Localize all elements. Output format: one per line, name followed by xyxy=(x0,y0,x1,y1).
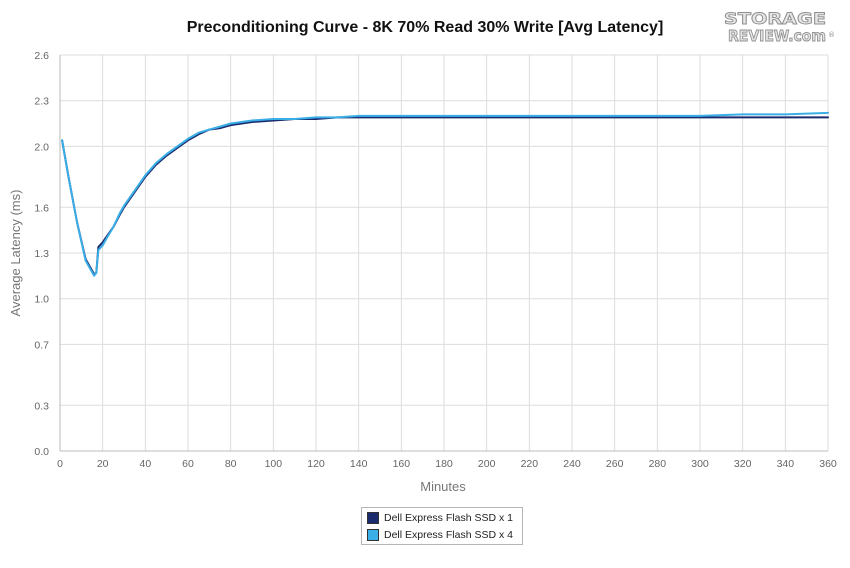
x-tick-label: 0 xyxy=(57,458,63,470)
y-tick-label: 2.6 xyxy=(34,50,49,62)
x-tick-label: 40 xyxy=(139,458,151,470)
y-tick-label: 2.0 xyxy=(34,141,49,153)
x-tick-label: 20 xyxy=(97,458,109,470)
x-tick-label: 320 xyxy=(734,458,752,470)
x-axis-label: Minutes xyxy=(420,479,466,494)
storagereview-logo: STORAGE REVIEW.com ® xyxy=(724,9,835,44)
x-tick-label: 260 xyxy=(606,458,624,470)
grid-lines xyxy=(59,54,829,452)
y-tick-label: 1.6 xyxy=(34,202,49,214)
legend-label: Dell Express Flash SSD x 4 xyxy=(384,529,513,541)
logo-registered-mark: ® xyxy=(828,31,835,39)
chart-title: Preconditioning Curve - 8K 70% Read 30% … xyxy=(186,19,664,36)
logo-line-2: REVIEW.com xyxy=(728,27,826,44)
y-tick-label: 0.3 xyxy=(34,400,49,412)
x-tick-label: 340 xyxy=(777,458,795,470)
x-tick-label: 180 xyxy=(435,458,453,470)
series-line-1 xyxy=(61,116,829,276)
x-tick-label: 220 xyxy=(521,458,539,470)
x-tick-label: 120 xyxy=(307,458,325,470)
legend-item: Dell Express Flash SSD x 1 xyxy=(367,510,513,526)
y-tick-label: 0.0 xyxy=(34,446,49,458)
legend-label: Dell Express Flash SSD x 1 xyxy=(384,512,513,524)
y-tick-label: 0.7 xyxy=(34,339,49,351)
logo-line-1: STORAGE xyxy=(724,9,826,28)
x-tick-label: 300 xyxy=(691,458,709,470)
tick-labels: 0 20 40 60 80 100 120 140 160 180 200 220 240 260 280 3… xyxy=(34,50,837,470)
x-tick-label: 100 xyxy=(265,458,283,470)
x-tick-label: 240 xyxy=(563,458,581,470)
legend: Dell Express Flash SSD x 1 Dell Express … xyxy=(361,507,523,545)
y-tick-label: 1.3 xyxy=(34,248,49,260)
axes xyxy=(59,55,828,452)
x-tick-label: 140 xyxy=(350,458,368,470)
x-tick-label: 200 xyxy=(478,458,496,470)
x-tick-label: 80 xyxy=(225,458,237,470)
y-axis-label: Average Latency (ms) xyxy=(8,190,23,317)
legend-swatch xyxy=(367,529,379,541)
x-tick-label: 160 xyxy=(393,458,411,470)
x-tick-label: 60 xyxy=(182,458,194,470)
legend-swatch xyxy=(367,512,379,524)
y-tick-label: 2.3 xyxy=(34,96,49,108)
legend-item: Dell Express Flash SSD x 4 xyxy=(367,527,513,543)
series-line-2 xyxy=(61,111,829,277)
y-tick-label: 1.0 xyxy=(34,294,49,306)
x-tick-label: 360 xyxy=(819,458,837,470)
series-layer xyxy=(61,111,829,277)
x-tick-label: 280 xyxy=(649,458,667,470)
